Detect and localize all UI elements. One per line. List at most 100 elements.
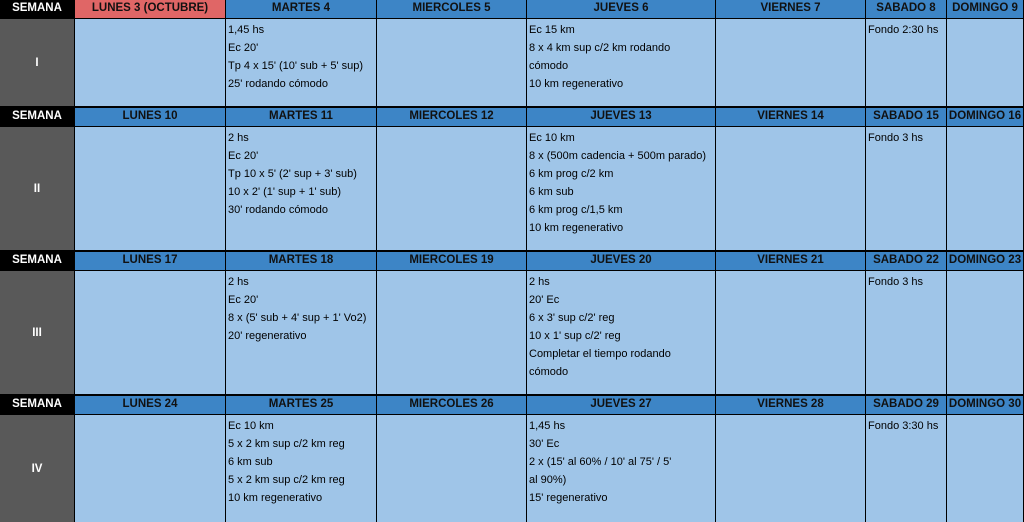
day-header: MIERCOLES 5 [377, 0, 526, 18]
day-cell: Ec 10 km 5 x 2 km sup c/2 km reg 6 km sub 5… [226, 415, 376, 522]
workout-line: 30' rodando cómodo [228, 204, 328, 216]
day-cell: Fondo 3 hs [866, 271, 946, 394]
day-cell [377, 415, 526, 522]
day-header: SABADO 15 [866, 108, 946, 126]
workout-line: 6 x 3' sup c/2' reg [529, 312, 615, 324]
workout-line: 10 km regenerativo [529, 78, 624, 90]
workout-line: 5 x 2 km sup c/2 km reg [228, 474, 345, 486]
workout-line: Ec 10 km [529, 132, 575, 144]
day-header: LUNES 24 [75, 396, 225, 414]
day-header: SABADO 29 [866, 396, 946, 414]
day-header: JUEVES 6 [527, 0, 715, 18]
day-header: JUEVES 13 [527, 108, 715, 126]
day-header: JUEVES 27 [527, 396, 715, 414]
day-cell [75, 271, 225, 394]
workout-line: 10 x 2' (1' sup + 1' sub) [228, 186, 342, 198]
day-cell: 2 hs Ec 20' 8 x (5' sub + 4' sup + 1' Vo2)… [226, 271, 376, 394]
day-header: DOMINGO 16 [947, 108, 1023, 126]
workout-line: 6 km prog c/1,5 km [529, 204, 623, 216]
workout-line: 10 x 1' sup c/2' reg [529, 330, 621, 342]
day-cell: 2 hs 20' Ec 6 x 3' sup c/2' reg 10 x 1' sup… [527, 271, 715, 394]
day-header: MARTES 18 [226, 252, 376, 270]
workout-line: 20' Ec [529, 294, 560, 306]
day-header: LUNES 17 [75, 252, 225, 270]
day-header: LUNES 10 [75, 108, 225, 126]
workout-line: Tp 10 x 5' (2' sup + 3' sub) [228, 168, 357, 180]
workout-line: 30' Ec [529, 438, 560, 450]
workout-line: 15' regenerativo [529, 492, 608, 504]
week-number: I [0, 19, 74, 106]
workout-line: 10 km regenerativo [529, 222, 624, 234]
week-number: II [0, 127, 74, 250]
week-number: III [0, 271, 74, 394]
workout-line: Fondo 3:30 hs [868, 420, 939, 432]
day-cell: 2 hs Ec 20' Tp 10 x 5' (2' sup + 3' sub) 10… [226, 127, 376, 250]
day-header: DOMINGO 23 [947, 252, 1023, 270]
day-cell: Ec 10 km 8 x (500m cadencia + 500m parado… [527, 127, 715, 250]
workout-line: 5 x 2 km sup c/2 km reg [228, 438, 345, 450]
day-cell [947, 127, 1023, 250]
day-cell: 1,45 hs 30' Ec 2 x (15' al 60% / 10' al 75… [527, 415, 715, 522]
day-header: MARTES 11 [226, 108, 376, 126]
workout-line: Fondo 3 hs [868, 276, 924, 288]
day-header: DOMINGO 30 [947, 396, 1023, 414]
workout-line: Fondo 3 hs [868, 132, 924, 144]
workout-line: 2 x (15' al 60% / 10' al 75' / 5' [529, 456, 672, 468]
workout-line: Ec 20' [228, 150, 259, 162]
workout-line: 2 hs [529, 276, 550, 288]
day-header: MIERCOLES 26 [377, 396, 526, 414]
workout-line: 2 hs [228, 276, 249, 288]
week-label: SEMANA [0, 0, 74, 18]
workout-line: Ec 10 km [228, 420, 274, 432]
day-cell [75, 19, 225, 106]
day-cell: Ec 15 km 8 x 4 km sup c/2 km rodando cómod… [527, 19, 715, 106]
workout-line: Ec 15 km [529, 24, 575, 36]
day-header: VIERNES 14 [716, 108, 865, 126]
day-header: VIERNES 21 [716, 252, 865, 270]
day-header: DOMINGO 9 [947, 0, 1023, 18]
workout-line: cómodo [529, 60, 569, 72]
day-cell: Fondo 2:30 hs [866, 19, 946, 106]
workout-line: 1,45 hs [228, 24, 265, 36]
workout-line: 6 km prog c/2 km [529, 168, 614, 180]
day-cell [75, 415, 225, 522]
workout-line: al 90%) [529, 474, 567, 486]
week-label: SEMANA [0, 252, 74, 270]
workout-line: 20' regenerativo [228, 330, 307, 342]
day-header: LUNES 3 (OCTUBRE) [75, 0, 225, 18]
day-cell [377, 127, 526, 250]
workout-line: Fondo 2:30 hs [868, 24, 939, 36]
workout-line: cómodo [529, 366, 569, 378]
day-cell [716, 19, 865, 106]
workout-line: 8 x 4 km sup c/2 km rodando [529, 42, 671, 54]
workout-line: Tp 4 x 15' (10' sub + 5' sup) [228, 60, 364, 72]
day-cell [75, 127, 225, 250]
day-cell [716, 127, 865, 250]
workout-line: Completar el tiempo rodando [529, 348, 671, 360]
workout-line: 8 x (5' sub + 4' sup + 1' Vo2) [228, 312, 367, 324]
day-cell [377, 19, 526, 106]
workout-line: 6 km sub [228, 456, 273, 468]
workout-line: Ec 20' [228, 42, 259, 54]
day-cell: Fondo 3 hs [866, 127, 946, 250]
day-cell [947, 415, 1023, 522]
day-cell [947, 19, 1023, 106]
day-header: SABADO 22 [866, 252, 946, 270]
workout-line: 2 hs [228, 132, 249, 144]
day-cell: Fondo 3:30 hs [866, 415, 946, 522]
day-cell [377, 271, 526, 394]
week-label: SEMANA [0, 396, 74, 414]
day-cell [947, 271, 1023, 394]
day-header: MARTES 4 [226, 0, 376, 18]
day-header: VIERNES 7 [716, 0, 865, 18]
day-cell: 1,45 hs Ec 20' Tp 4 x 15' (10' sub + 5' su… [226, 19, 376, 106]
day-header: JUEVES 20 [527, 252, 715, 270]
workout-line: 1,45 hs [529, 420, 566, 432]
day-header: VIERNES 28 [716, 396, 865, 414]
day-header: SABADO 8 [866, 0, 946, 18]
day-header: MIERCOLES 12 [377, 108, 526, 126]
day-header: MIERCOLES 19 [377, 252, 526, 270]
week-number: IV [0, 415, 74, 522]
workout-line: 6 km sub [529, 186, 574, 198]
